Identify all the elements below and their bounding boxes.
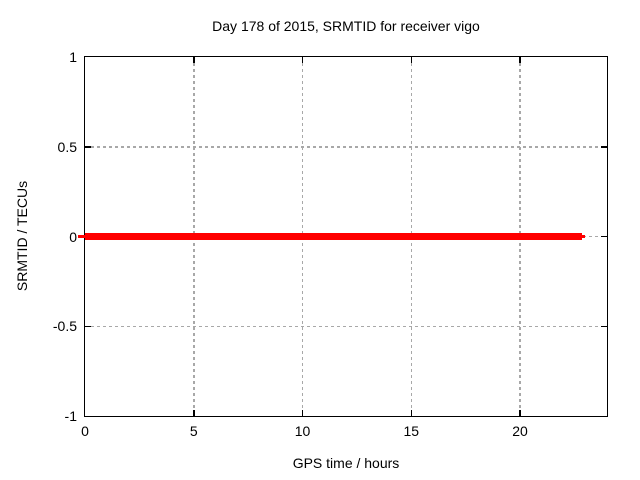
tick-mark-top bbox=[193, 57, 195, 63]
tick-mark-bottom bbox=[301, 410, 304, 416]
x-axis-label: GPS time / hours bbox=[292, 455, 400, 471]
gridline-horizontal bbox=[85, 325, 607, 327]
y-tick-label: -0.5 bbox=[52, 318, 77, 335]
gridline-horizontal bbox=[85, 146, 607, 148]
x-tick-label: 5 bbox=[189, 423, 198, 439]
y-tick-label: 0.5 bbox=[57, 138, 77, 155]
tick-mark-left bbox=[85, 146, 91, 148]
plot-area: 0 5 10 15 20 1 0.5 0 -0.5 -1 bbox=[53, 49, 608, 439]
y-axis-label: SRMTID / TECUs bbox=[14, 180, 30, 292]
tick-mark-left bbox=[85, 325, 91, 327]
y-tick-label: 1 bbox=[69, 49, 77, 65]
y-tick-label: 0 bbox=[69, 228, 77, 245]
x-tick-label: 0 bbox=[81, 423, 89, 439]
tick-mark-bottom bbox=[519, 410, 521, 416]
chart-title: Day 178 of 2015, SRMTID for receiver vig… bbox=[212, 18, 480, 34]
tick-mark-right bbox=[601, 146, 607, 148]
tick-mark-bottom bbox=[193, 410, 195, 416]
tick-mark-bottom bbox=[410, 410, 412, 416]
tick-mark-top bbox=[301, 57, 304, 63]
tick-mark-top bbox=[410, 57, 412, 63]
tick-mark-right bbox=[601, 235, 607, 238]
tick-mark-top bbox=[519, 57, 521, 63]
x-tick-label: 10 bbox=[294, 423, 311, 439]
x-tick-label: 15 bbox=[403, 423, 420, 439]
x-tick-label: 20 bbox=[512, 423, 528, 439]
y-tick-label: -1 bbox=[64, 408, 77, 424]
data-line-srmtid bbox=[85, 233, 582, 240]
tick-mark-right bbox=[601, 325, 607, 327]
